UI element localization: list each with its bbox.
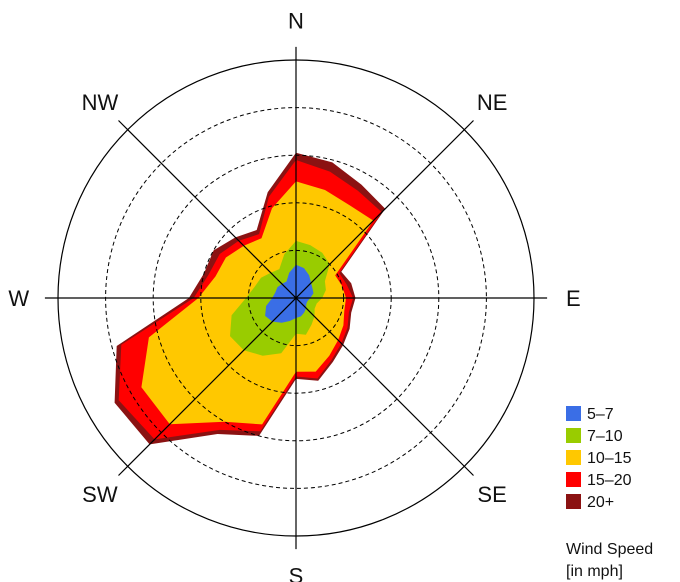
polar-grid xyxy=(44,46,548,550)
legend: 5–7 7–10 10–15 15–20 20+ xyxy=(566,406,632,511)
direction-labels: N NE E SE S SW W NW xyxy=(8,9,580,582)
legend-swatch-1 xyxy=(566,428,581,443)
direction-label-s: S xyxy=(289,563,304,582)
legend-label-4: 20+ xyxy=(587,494,614,511)
legend-swatch-3 xyxy=(566,472,581,487)
wind-area-layer xyxy=(114,152,386,445)
direction-label-e: E xyxy=(566,286,581,311)
legend-title-line1: Wind Speed xyxy=(566,541,653,558)
direction-label-se: SE xyxy=(477,482,506,507)
legend-swatch-4 xyxy=(566,494,581,509)
direction-label-sw: SW xyxy=(82,482,118,507)
legend-label-0: 5–7 xyxy=(587,406,614,423)
direction-label-n: N xyxy=(288,9,304,34)
direction-label-ne: NE xyxy=(477,90,508,115)
legend-label-2: 10–15 xyxy=(587,450,632,467)
legend-title-line2: [in mph] xyxy=(566,563,623,580)
direction-label-w: W xyxy=(8,286,29,311)
grid-spoke-135 xyxy=(118,120,474,476)
direction-label-nw: NW xyxy=(82,90,119,115)
legend-swatch-0 xyxy=(566,406,581,421)
legend-label-1: 7–10 xyxy=(587,428,623,445)
legend-swatch-2 xyxy=(566,450,581,465)
legend-label-3: 15–20 xyxy=(587,472,632,489)
wind-area-5-7 xyxy=(265,264,314,323)
